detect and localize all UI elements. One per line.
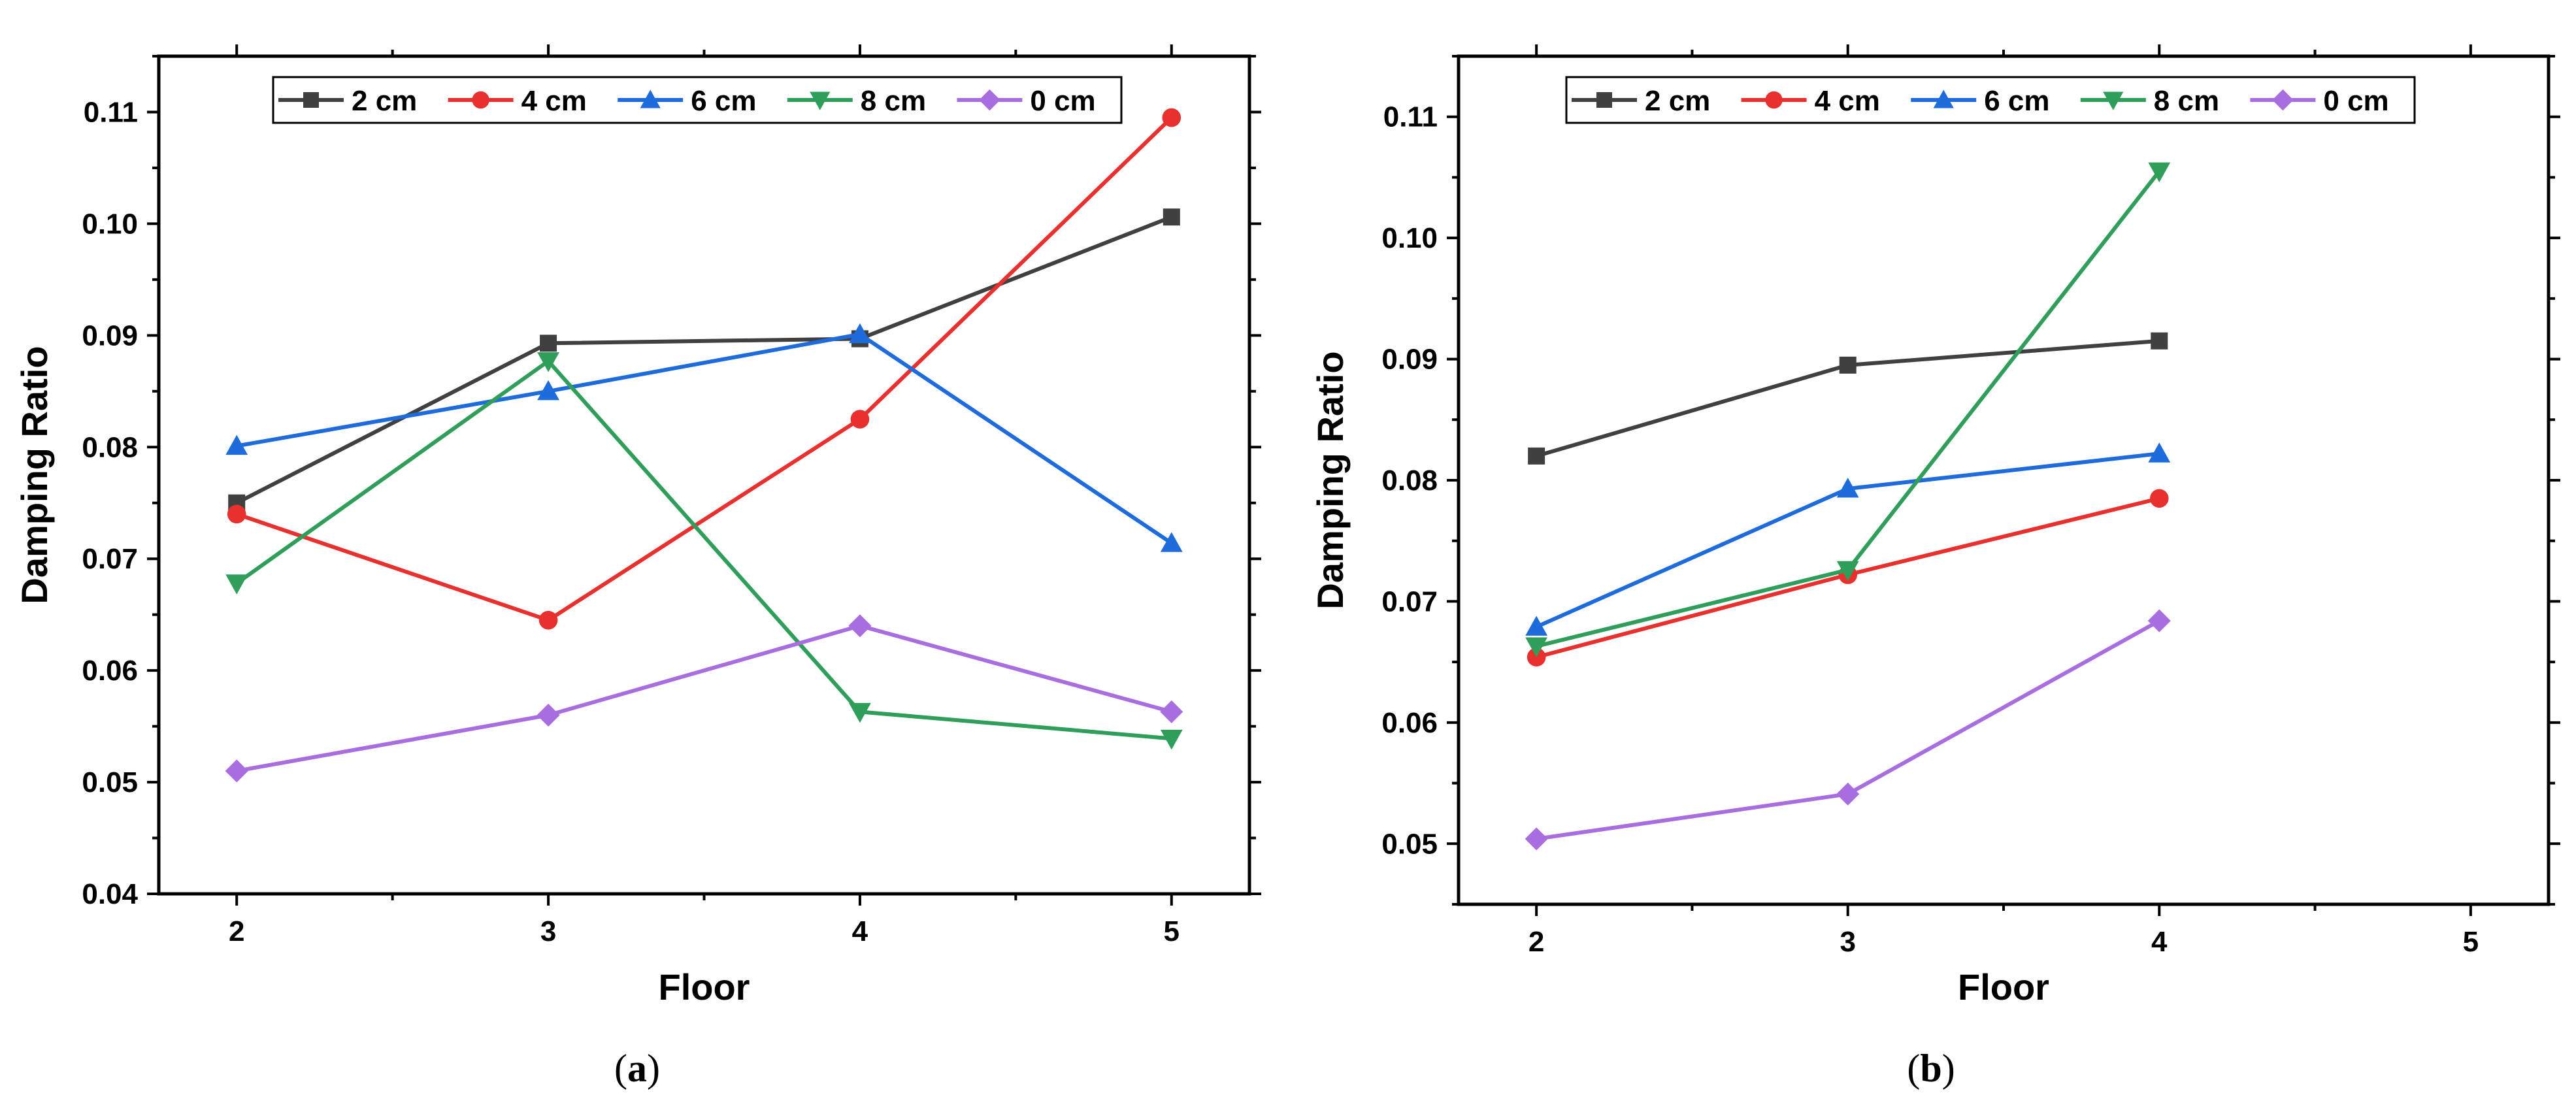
legend-label: 8 cm (2154, 85, 2219, 117)
y-tick-label: 0.06 (1381, 707, 1438, 739)
y-axis-title: Damping Ratio (1310, 351, 1351, 609)
x-tick-label: 5 (2463, 926, 2479, 958)
series-line-2cm (235, 215, 1172, 505)
data-point-2cm (2151, 332, 2168, 350)
x-tick-label: 5 (1164, 915, 1180, 947)
legend-label: 0 cm (1030, 85, 1095, 117)
chart-a: 2 3 4 5 0.04 0.05 0.06 0.07 0.08 0.09 0.10 0.11 Floo… (14, 44, 1261, 1090)
caption-open-paren: ( (1907, 1047, 1920, 1090)
figure-caption: (a) (614, 1047, 660, 1090)
data-point-4cm (1162, 108, 1181, 127)
y-tick-label: 0.05 (1381, 828, 1438, 860)
data-point-6cm (225, 435, 248, 455)
data-point-4cm (2149, 489, 2169, 508)
data-point-8cm (849, 702, 871, 723)
y-tick-label: 0.11 (1383, 101, 1438, 133)
legend-marker (1765, 91, 1783, 109)
y-tick-label: 0.04 (82, 878, 138, 910)
data-point-0cm (1160, 700, 1183, 723)
y-axis-title: Damping Ratio (14, 346, 55, 604)
y-tick-label: 0.08 (82, 431, 138, 463)
x-axis-title: Floor (1958, 966, 2049, 1008)
legend-marker (1933, 90, 1954, 108)
data-point-6cm (537, 380, 559, 401)
data-point-6cm (2148, 442, 2171, 463)
x-tick-label: 3 (540, 915, 556, 947)
caption-letter: a (627, 1047, 647, 1090)
data-point-0cm (1525, 827, 1548, 851)
data-point-4cm (227, 504, 246, 524)
x-tick-label: 4 (852, 915, 868, 947)
legend-label: 8 cm (861, 85, 926, 117)
y-tick-label: 0.07 (1381, 585, 1438, 617)
caption-open-paren: ( (614, 1047, 627, 1090)
data-point-2cm (1839, 356, 1857, 374)
y-tick-label: 0.10 (82, 208, 138, 240)
data-point-8cm (225, 574, 248, 595)
data-point-6cm (1525, 615, 1548, 636)
data-point-4cm (850, 410, 870, 429)
y-tick-label: 0.08 (1381, 465, 1438, 497)
x-tick-label: 3 (1840, 926, 1855, 958)
series-line-0cm (1536, 619, 2160, 841)
data-point-0cm (1836, 782, 1860, 806)
legend-label: 4 cm (1815, 85, 1880, 117)
y-tick-label: 0.09 (1381, 344, 1438, 376)
figure-caption: (b) (1907, 1047, 1955, 1090)
legend-marker (303, 92, 319, 108)
data-point-0cm (848, 614, 872, 638)
chart-b: 2 3 4 5 0.05 0.06 0.07 0.08 0.09 0.10 0.11 Floor Dam… (1310, 44, 2560, 1090)
data-point-2cm (1528, 447, 1545, 465)
y-tick-label: 0.07 (82, 543, 138, 575)
data-point-6cm (1160, 532, 1183, 552)
legend-marker (472, 91, 489, 109)
y-tick-label: 0.11 (84, 96, 138, 128)
x-axis-title: Floor (659, 966, 750, 1008)
legend-marker (1596, 92, 1612, 108)
legend-marker (2272, 89, 2294, 111)
series-line-6cm (236, 332, 1173, 545)
series-line-4cm (236, 116, 1173, 623)
data-point-8cm (2148, 162, 2171, 183)
x-tick-label: 2 (1528, 926, 1544, 958)
data-point-8cm (1836, 561, 1859, 582)
y-tick-label: 0.05 (82, 766, 138, 798)
x-tick-label: 2 (229, 915, 244, 947)
y-tick-label: 0.06 (82, 655, 138, 687)
legend-marker (979, 89, 1000, 111)
legend-marker (640, 90, 661, 108)
data-point-0cm (225, 759, 248, 783)
series-line-0cm (236, 623, 1172, 773)
legend-label: 2 cm (1645, 85, 1710, 117)
data-point-6cm (1836, 478, 1859, 498)
data-point-8cm (1160, 729, 1183, 750)
plot-frame (157, 54, 1251, 896)
legend-label: 2 cm (352, 85, 417, 117)
y-tick-label: 0.09 (82, 320, 138, 352)
legend-marker (810, 91, 831, 110)
series-line-8cm (235, 359, 1172, 741)
data-point-6cm (849, 323, 871, 344)
legend-label: 0 cm (2323, 85, 2388, 117)
caption-close-paren: ) (1942, 1047, 1955, 1090)
caption-close-paren: ) (647, 1047, 660, 1090)
legend-label: 6 cm (1984, 85, 2049, 117)
caption-letter: b (1920, 1047, 1941, 1090)
data-point-0cm (537, 703, 560, 727)
data-point-2cm (540, 335, 557, 352)
legend-label: 6 cm (691, 85, 756, 117)
data-point-2cm (1163, 208, 1180, 226)
data-point-4cm (538, 610, 558, 630)
legend-marker (2103, 91, 2124, 110)
x-tick-label: 4 (2151, 926, 2168, 958)
legend-label: 4 cm (521, 85, 587, 117)
y-tick-label: 0.10 (1381, 222, 1438, 254)
data-point-0cm (2147, 609, 2171, 632)
data-point-8cm (537, 352, 559, 372)
data-point-8cm (1525, 637, 1548, 657)
plot-frame (1457, 54, 2551, 906)
